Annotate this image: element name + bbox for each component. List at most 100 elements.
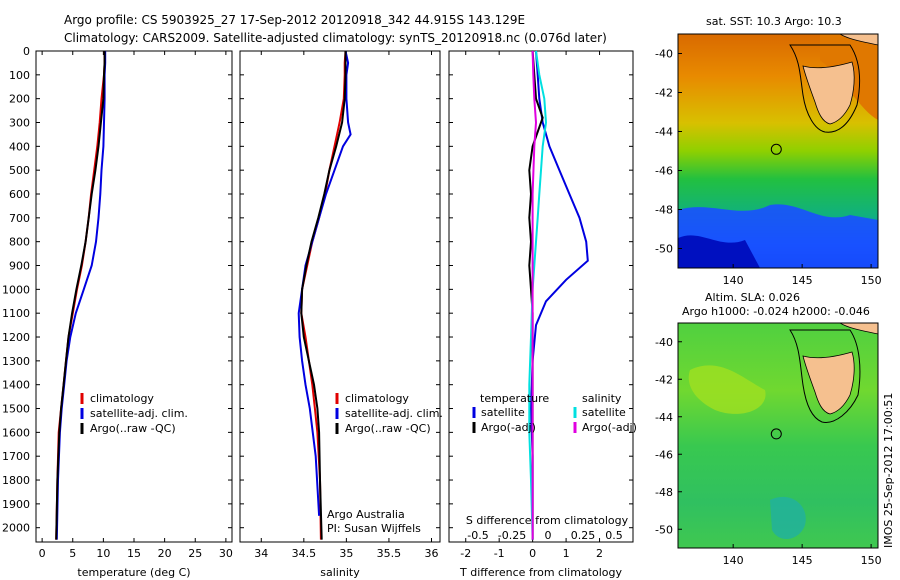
- salinity-series-argo-raw-qc-: [300, 51, 347, 540]
- sla_map-xtick-label: 150: [861, 554, 882, 567]
- temperature-xtick-label: 15: [127, 547, 141, 560]
- depth-tick-label: 200: [9, 93, 30, 106]
- depth-tick-label: 400: [9, 140, 30, 153]
- difference-legend-label: Argo(-adj): [481, 421, 536, 434]
- temperature-xtick-label: 20: [158, 547, 172, 560]
- differences-xlabel: T difference from climatology: [459, 566, 622, 579]
- sla-tasmania: [802, 351, 855, 415]
- depth-tick-label: 300: [9, 117, 30, 130]
- salinity-xtick-label: 35: [339, 547, 353, 560]
- differences-xtick-label: -1: [494, 547, 505, 560]
- temperature-series-argo-raw-qc-: [55, 51, 106, 540]
- sst_map-xtick-label: 150: [861, 274, 882, 287]
- depth-tick-label: 800: [9, 236, 30, 249]
- depth-tick-label: 100: [9, 69, 30, 82]
- differences-series-salinity-satellite: [528, 50, 548, 540]
- sst_map-ytick-label: -40: [655, 48, 673, 61]
- sst_map-xtick-label: 140: [723, 274, 744, 287]
- depth-tick-label: 1600: [2, 426, 30, 439]
- sla-shelf-contour: [789, 329, 861, 423]
- depth-tick-label: 1200: [2, 331, 30, 344]
- credit-line2: PI: Susan Wijffels: [327, 522, 421, 535]
- depth-tick-label: 1000: [2, 283, 30, 296]
- sla_map-ytick-label: -42: [655, 373, 673, 386]
- sla-map-frame: [677, 322, 879, 549]
- temperature-xtick-label: 5: [69, 547, 76, 560]
- sla_map-ytick-label: -50: [655, 523, 673, 536]
- sla_map-ytick-label: -46: [655, 448, 673, 461]
- sst-map-frame: [677, 33, 879, 269]
- sla-mainland: [839, 323, 878, 335]
- depth-tick-label: 1700: [2, 450, 30, 463]
- salinity-legend-label: climatology: [345, 392, 409, 405]
- side-stamp: IMOS 25-Sep-2012 17:00:51: [882, 393, 895, 548]
- difference-legend-label: satellite: [481, 406, 525, 419]
- legend-temperature-title: temperature: [480, 392, 549, 405]
- salinity-xtick-label: 34: [254, 547, 268, 560]
- temperature-xtick-label: 30: [219, 547, 233, 560]
- salinity-xlabel: salinity: [320, 566, 360, 579]
- depth-tick-label: 500: [9, 164, 30, 177]
- depth-tick-label: 1500: [2, 403, 30, 416]
- temperature-xlabel: temperature (deg C): [77, 566, 190, 579]
- figure-title-line2: Climatology: CARS2009. Satellite-adjuste…: [64, 31, 607, 45]
- salinity-xtick-label: 35.5: [377, 547, 402, 560]
- sla_map-ytick-label: -44: [655, 411, 673, 424]
- temperature-xtick-label: 0: [39, 547, 46, 560]
- difference-legend-label: satellite: [582, 406, 626, 419]
- sst-map-title: sat. SST: 10.3 Argo: 10.3: [706, 15, 842, 28]
- sla_map-ytick-label: -40: [655, 336, 673, 349]
- s-difference-tick-label: -0.5: [467, 529, 488, 542]
- s-difference-label: S difference from climatology: [466, 514, 629, 527]
- salinity-panel: 34 34.5 35 35.5 36 salinity climatology satelli…: [239, 50, 443, 579]
- sst_map-ytick-label: -50: [655, 243, 673, 256]
- depth-tick-label: 1900: [2, 498, 30, 511]
- salinity-xtick-label: 36: [424, 547, 438, 560]
- sst_map-ytick-label: -42: [655, 87, 673, 100]
- sst_map-xtick-label: 145: [792, 274, 813, 287]
- sst_map-ytick-label: -46: [655, 165, 673, 178]
- difference-legend-label: Argo(-adj): [582, 421, 637, 434]
- figure-title-line1: Argo profile: CS 5903925_27 17-Sep-2012 …: [64, 13, 525, 27]
- temperature-legend-label: Argo(..raw -QC): [90, 422, 176, 435]
- depth-tick-label: 1100: [2, 307, 30, 320]
- depth-tick-label: 0: [23, 45, 30, 58]
- temperature-legend-label: satellite-adj. clim.: [90, 407, 188, 420]
- sla-map-title-line1: Altim. SLA: 0.026: [705, 291, 800, 304]
- sst-mainland: [839, 34, 878, 46]
- sst-map: sat. SST: 10.3 Argo: 10.3 140 145 150 -40 -4…: [655, 15, 882, 287]
- legend-salinity-title: salinity: [582, 392, 622, 405]
- salinity-legend-label: satellite-adj. clim.: [345, 407, 443, 420]
- salinity-legend-label: Argo(..raw -QC): [345, 422, 431, 435]
- sst-tasmania: [802, 61, 855, 125]
- temperature-legend-label: climatology: [90, 392, 154, 405]
- s-difference-tick-label: 0.25: [571, 529, 596, 542]
- sla-high-patch: [688, 365, 766, 414]
- sst-dark-patch: [678, 235, 760, 268]
- differences-xtick-label: -2: [460, 547, 471, 560]
- differences-xtick-label: 2: [596, 547, 603, 560]
- sla-argo-marker: [770, 428, 782, 440]
- sla_map-xtick-label: 145: [792, 554, 813, 567]
- differences-axes-frame: [448, 50, 634, 543]
- depth-tick-label: 1800: [2, 474, 30, 487]
- depth-tick-label: 2000: [2, 522, 30, 535]
- depth-tick-label: 1300: [2, 355, 30, 368]
- differences-xtick-label: 0: [529, 547, 536, 560]
- depth-tick-label: 600: [9, 188, 30, 201]
- differences-series-salinity-argo-adj-: [531, 50, 538, 540]
- depth-tick-label: 700: [9, 212, 30, 225]
- sla-map-title-line2: Argo h1000: -0.024 h2000: -0.046: [682, 305, 870, 318]
- s-difference-tick-label: 0.5: [605, 529, 623, 542]
- salinity-xtick-label: 34.5: [292, 547, 317, 560]
- depth-tick-label: 900: [9, 260, 30, 273]
- difference-panel: -2 -1 0 1 2T difference from climatologytemp…: [448, 50, 637, 579]
- sla-low-patch: [770, 496, 806, 540]
- temperature-xtick-label: 10: [96, 547, 110, 560]
- s-difference-tick-label: 0: [545, 529, 552, 542]
- temperature-xtick-label: 25: [188, 547, 202, 560]
- sst_map-ytick-label: -44: [655, 126, 673, 139]
- temperature-panel: 0 5 10 15 20 25 300100200300400500600700800900…: [2, 45, 233, 579]
- credit-line1: Argo Australia: [327, 508, 405, 521]
